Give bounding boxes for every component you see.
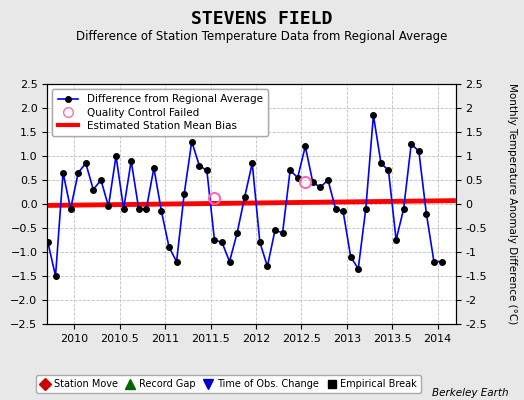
Legend: Station Move, Record Gap, Time of Obs. Change, Empirical Break: Station Move, Record Gap, Time of Obs. C… [36,375,421,393]
Text: Berkeley Earth: Berkeley Earth [432,388,508,398]
Text: STEVENS FIELD: STEVENS FIELD [191,10,333,28]
Text: Difference of Station Temperature Data from Regional Average: Difference of Station Temperature Data f… [77,30,447,43]
Y-axis label: Monthly Temperature Anomaly Difference (°C): Monthly Temperature Anomaly Difference (… [507,83,517,325]
Legend: Difference from Regional Average, Quality Control Failed, Estimated Station Mean: Difference from Regional Average, Qualit… [52,89,268,136]
